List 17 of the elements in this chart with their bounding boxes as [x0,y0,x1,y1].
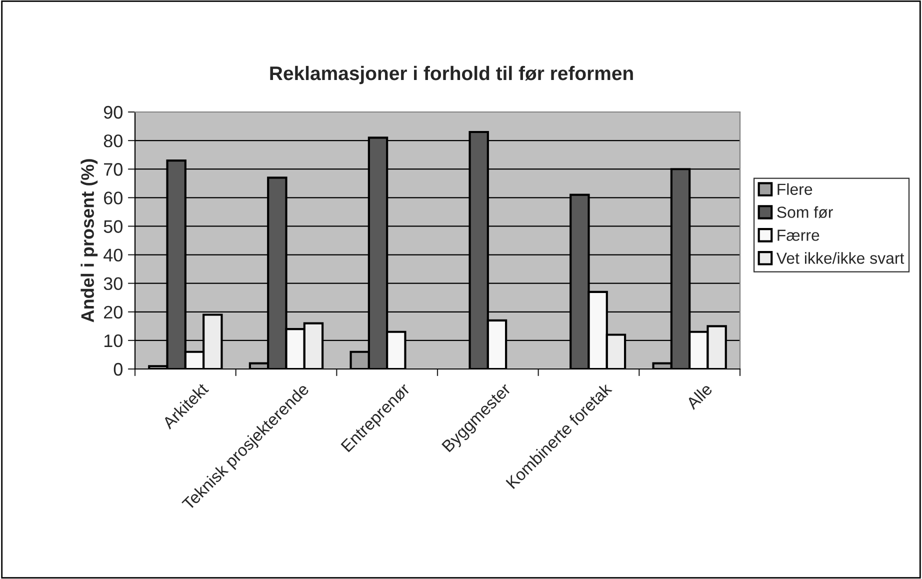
y-tick-label: 40 [104,248,122,262]
y-tick-label: 80 [104,134,122,148]
legend-label: Som før [777,206,833,218]
legend-label: Færre [778,230,820,241]
y-tick-label: 30 [104,277,122,290]
y-tick-label: 70 [104,163,122,176]
y-tick-label: 0 [114,362,122,376]
y-tick-label: 10 [104,334,122,348]
x-tick-label: Alle [685,382,713,410]
y-tick-label: 90 [104,106,122,119]
y-tick-label: 60 [104,192,122,204]
y-axis-title: Andel i prosent (%) [80,159,98,322]
legend-label: Flere [778,183,812,195]
chart-title: Reklamasjoner i forhold til før reformen [270,66,633,84]
y-tick-label: 20 [104,306,122,319]
y-tick-label: 50 [104,220,122,233]
legend-label: Vet ikke/ikke svart [776,252,904,264]
